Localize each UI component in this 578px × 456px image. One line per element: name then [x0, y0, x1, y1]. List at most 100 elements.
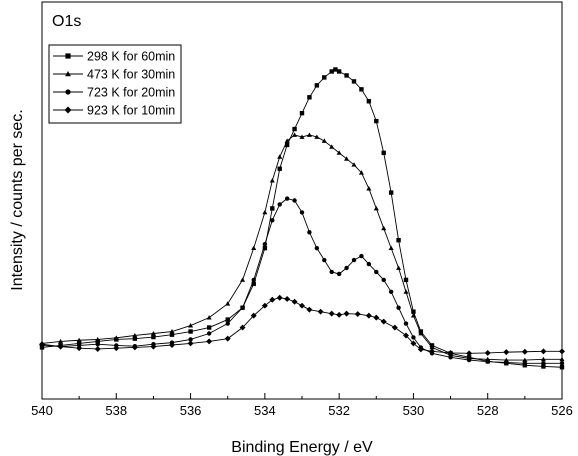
data-point [504, 360, 509, 365]
series-line [41, 198, 562, 364]
data-point [503, 349, 510, 356]
data-point [113, 335, 119, 340]
legend-label: 723 K for 20min [87, 86, 175, 100]
data-point [381, 225, 387, 231]
data-point [151, 334, 156, 340]
data-point [76, 345, 83, 352]
data-point [169, 328, 175, 334]
data-point [522, 361, 528, 366]
data-point [381, 150, 386, 156]
legend-item: 298 K for 60min [53, 50, 175, 64]
data-point [559, 365, 565, 370]
data-point [314, 245, 320, 251]
data-point [131, 344, 138, 351]
series-diamond [39, 294, 565, 357]
data-point [76, 337, 82, 343]
x-axis-title: Binding Energy / eV [231, 439, 373, 456]
data-point [343, 310, 350, 317]
data-point [314, 134, 320, 139]
data-point [251, 281, 256, 287]
data-point [284, 138, 290, 143]
data-point [132, 336, 138, 341]
data-point [418, 330, 424, 336]
data-point [250, 312, 257, 319]
x-tick-label: 534 [254, 403, 276, 418]
data-point [269, 296, 276, 303]
data-point [403, 289, 409, 294]
data-point [351, 79, 357, 84]
data-point [277, 166, 282, 171]
x-tick-label: 538 [105, 403, 127, 418]
data-point [344, 156, 350, 161]
legend-marker [64, 106, 72, 114]
data-point [336, 271, 342, 277]
y-axis-title: Intensity / counts per sec. [9, 109, 26, 290]
data-point [329, 69, 334, 74]
data-point [321, 138, 327, 143]
data-point [95, 336, 101, 342]
legend-item: 923 K for 10min [53, 104, 175, 118]
data-point [429, 348, 435, 355]
data-point [373, 314, 380, 321]
data-point [540, 356, 546, 362]
data-point [540, 348, 547, 355]
data-point [292, 198, 297, 203]
data-point [403, 321, 409, 326]
data-point [336, 311, 343, 318]
data-point [354, 311, 361, 318]
data-point [373, 205, 379, 211]
data-point [329, 144, 335, 149]
data-point [276, 294, 283, 301]
x-tick-label: 540 [31, 403, 53, 418]
data-point [466, 350, 473, 357]
data-point [284, 295, 291, 302]
data-point [396, 265, 402, 270]
x-tick-label: 526 [551, 403, 573, 418]
series-line [41, 134, 562, 361]
data-point [322, 257, 327, 263]
data-point [270, 206, 275, 211]
data-point [306, 132, 312, 137]
data-point [132, 332, 138, 338]
data-point [351, 162, 357, 167]
data-point [39, 341, 45, 348]
data-point [403, 277, 409, 283]
x-axis: 540 538 536 534 532 530 528 526 [31, 393, 573, 418]
data-point [251, 245, 257, 251]
data-point [299, 302, 305, 309]
data-point [351, 257, 357, 263]
data-point [277, 154, 283, 159]
data-point [206, 331, 212, 336]
data-point [206, 338, 213, 345]
data-point [262, 209, 268, 215]
data-point [365, 312, 372, 319]
data-point [58, 338, 64, 344]
data-point [95, 339, 100, 344]
data-point [150, 330, 156, 336]
data-point [240, 277, 246, 282]
data-point [307, 95, 312, 100]
data-point [403, 332, 409, 339]
data-point [391, 324, 398, 331]
legend-marker [65, 89, 71, 95]
data-point [344, 73, 349, 78]
data-point [284, 142, 290, 148]
data-point [522, 357, 528, 362]
series-layer [39, 67, 565, 370]
data-point [381, 277, 386, 283]
data-point [269, 178, 275, 183]
data-point [94, 346, 101, 352]
data-point [521, 348, 528, 355]
data-point [380, 318, 387, 325]
legend-label: 923 K for 10min [87, 104, 175, 118]
data-point [206, 315, 212, 320]
x-tick-label: 528 [477, 403, 499, 418]
data-point [336, 150, 342, 155]
data-point [410, 313, 416, 318]
legend-marker [65, 71, 71, 77]
data-point [188, 337, 193, 342]
data-point [284, 196, 290, 201]
data-point [299, 210, 305, 215]
panel-label: O1s [52, 13, 81, 30]
